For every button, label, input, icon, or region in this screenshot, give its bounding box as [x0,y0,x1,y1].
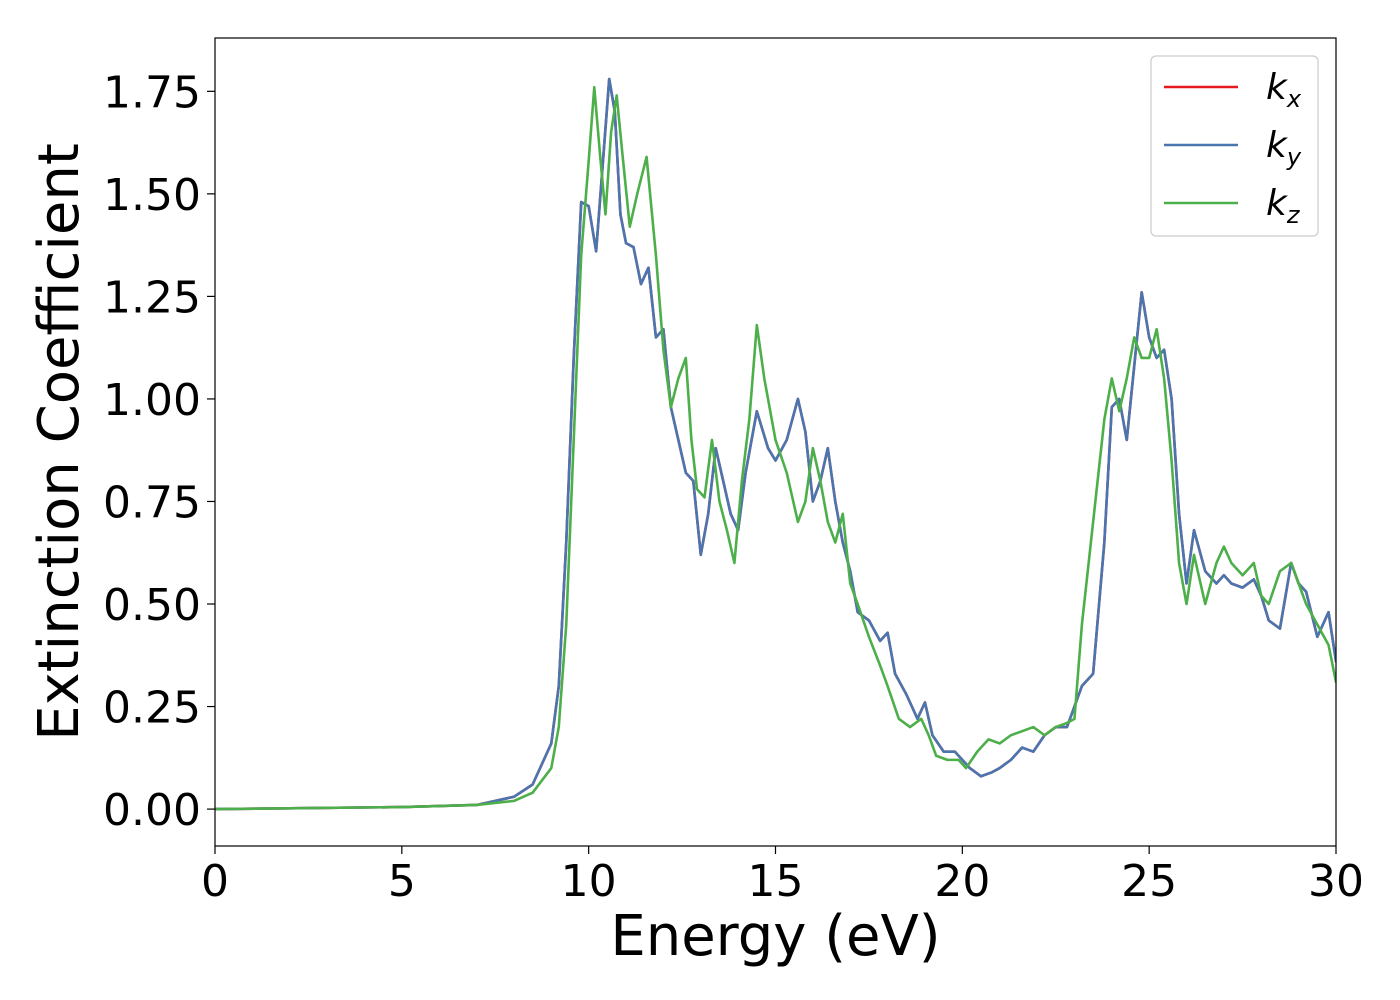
y-tick-label: 1.50 [103,170,201,221]
y-tick-label: 0.50 [103,580,201,631]
x-tick-label: 15 [748,856,804,907]
x-tick-label: 10 [561,856,617,907]
x-axis-ticks: 0 5 10 15 20 25 30 [201,846,1364,907]
y-tick-label: 0.25 [103,683,201,734]
x-tick-label: 5 [388,856,416,907]
x-tick-label: 25 [1121,856,1177,907]
legend-label-kz: kz [1266,183,1301,229]
series-line-kz [215,85,1336,811]
y-tick-label: 1.25 [103,272,201,323]
series-layer [215,77,1336,811]
x-tick-label: 30 [1308,856,1364,907]
y-axis-ticks: 0.00 0.25 0.50 0.75 1.00 1.25 1.50 1.75 [103,67,215,836]
y-tick-label: 1.75 [103,67,201,118]
legend-label-ky: ky [1266,125,1302,171]
y-axis-label: Extinction Coefficient [27,143,92,741]
x-tick-label: 20 [934,856,990,907]
x-tick-label: 0 [201,856,229,907]
legend: kx ky kz [1150,55,1319,237]
series-line-ky [215,77,1336,811]
y-tick-label: 1.00 [103,375,201,426]
y-tick-label: 0.75 [103,477,201,528]
x-axis-label: Energy (eV) [610,904,940,969]
y-tick-label: 0.00 [103,785,201,836]
legend-label-kx: kx [1266,67,1302,113]
